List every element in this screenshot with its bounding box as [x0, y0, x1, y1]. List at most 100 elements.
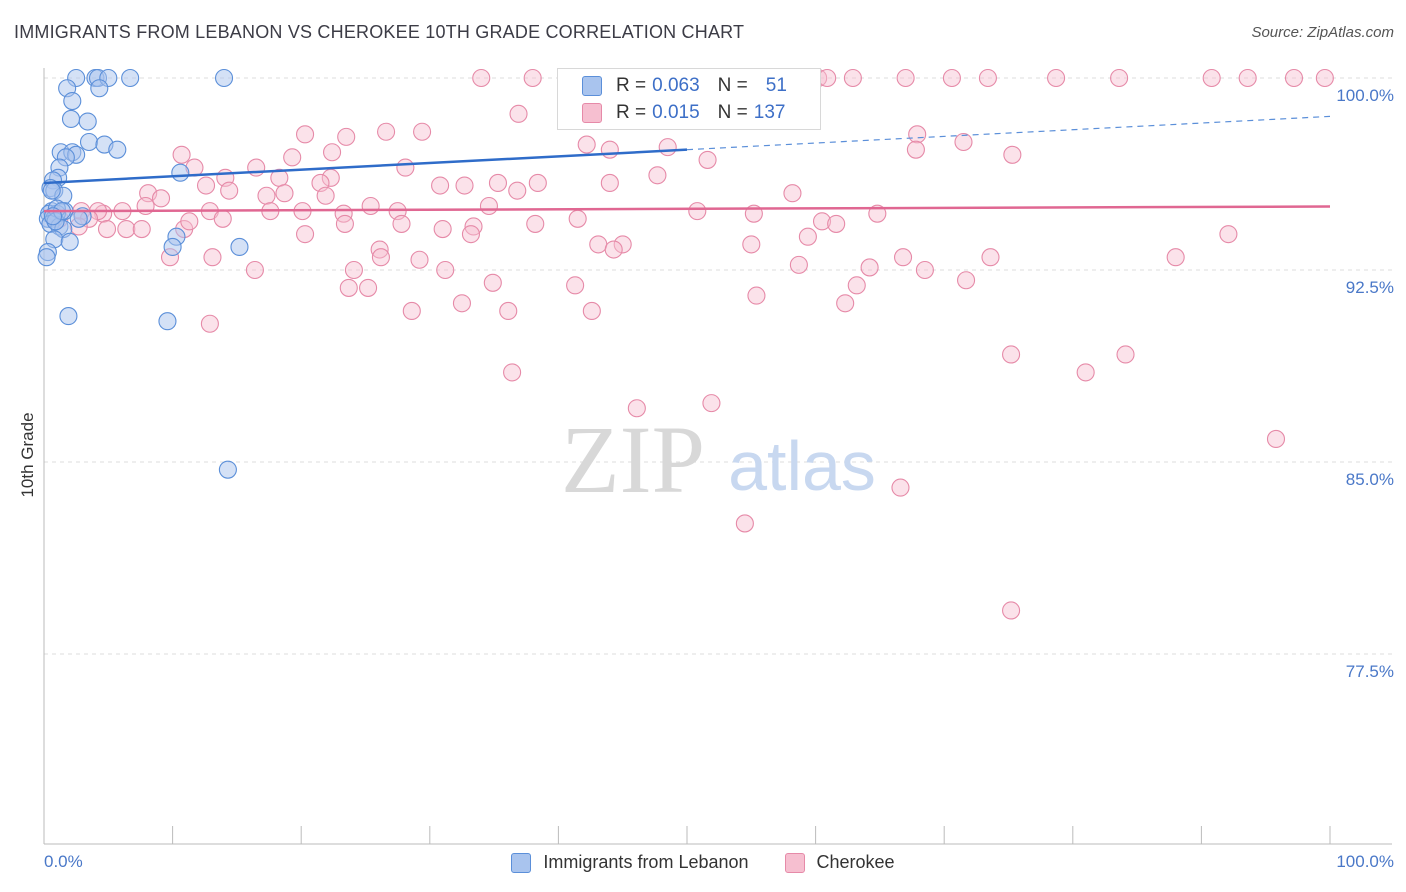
cherokee-point	[97, 219, 117, 239]
cherokee-point	[978, 68, 997, 88]
cherokee-point	[200, 314, 219, 333]
cherokee-point	[783, 184, 802, 203]
cherokee-point	[600, 173, 619, 193]
cherokee-point	[523, 68, 542, 88]
y-tick-label: 77.5%	[1345, 662, 1394, 681]
cherokee-point	[942, 68, 961, 88]
y-tick-label: 100.0%	[1336, 86, 1394, 105]
cherokee-point	[789, 255, 808, 274]
lebanon-point	[60, 232, 79, 251]
cherokee-point	[1003, 145, 1022, 164]
cherokee-point	[508, 181, 527, 200]
lebanon-point	[121, 68, 140, 88]
cherokee-point	[396, 158, 415, 177]
legend-swatch-blue	[582, 76, 602, 96]
cherokee-point	[203, 248, 222, 267]
cherokee-point	[94, 204, 113, 223]
cherokee-point	[283, 148, 302, 167]
y-tick-label: 85.0%	[1345, 470, 1394, 489]
cherokee-point	[896, 68, 915, 88]
cherokee-point	[370, 240, 389, 259]
cherokee-point	[220, 181, 239, 200]
cherokee-point	[600, 140, 619, 159]
lebanon-point	[90, 79, 109, 98]
legend-swatch-pink	[784, 852, 805, 873]
n-value: 137	[753, 102, 786, 123]
cherokee-point	[1047, 68, 1066, 88]
cherokee-point	[702, 394, 721, 413]
lebanon-point	[218, 460, 237, 479]
cherokee-point	[275, 184, 294, 203]
lebanon-point	[214, 68, 234, 88]
cherokee-point	[479, 196, 499, 216]
n-label: N =	[717, 102, 748, 123]
cherokee-point	[1266, 429, 1286, 449]
cherokee-point	[499, 301, 518, 321]
cherokee-point	[604, 240, 623, 259]
cherokee-point	[568, 209, 587, 228]
cherokee-point	[431, 176, 450, 195]
lebanon-point	[61, 109, 81, 129]
cherokee-point	[582, 301, 601, 321]
lebanon-point	[37, 248, 56, 267]
cherokee-point	[1284, 68, 1304, 88]
x-tick-label-max: 100.0%	[1336, 852, 1394, 871]
cherokee-point	[836, 294, 855, 313]
cherokee-point	[528, 173, 547, 193]
cherokee-point	[172, 145, 191, 164]
legend-label-cherokee: Cherokee	[816, 852, 895, 872]
lebanon-point	[78, 112, 97, 131]
cherokee-point	[577, 135, 596, 154]
cherokee-point	[337, 127, 356, 146]
lebanon-point	[108, 140, 127, 159]
lebanon-points	[37, 68, 249, 479]
cherokee-point	[436, 260, 455, 280]
cherokee-point	[413, 122, 432, 141]
cherokee-point	[151, 189, 171, 208]
cherokee-point	[245, 260, 264, 280]
lebanon-point	[158, 312, 177, 331]
cherokee-point	[296, 125, 315, 144]
stats-legend: R = 0.063 N = 51 R = 0.015 N = 137	[557, 68, 821, 130]
cherokee-point	[843, 68, 862, 88]
cherokee-point	[196, 176, 216, 195]
cherokee-point	[566, 276, 585, 295]
cherokee-point	[648, 166, 667, 185]
cherokee-point	[488, 173, 508, 193]
cherokee-point	[860, 258, 879, 277]
cherokee-point	[1315, 68, 1334, 88]
legend-swatch-pink	[582, 103, 602, 123]
x-tick-label-min: 0.0%	[44, 852, 83, 871]
cherokee-point	[433, 219, 452, 239]
legend-item-lebanon[interactable]: Immigrants from Lebanon	[511, 852, 749, 873]
cherokee-point	[698, 150, 717, 169]
cherokee-point	[818, 68, 837, 88]
cherokee-point	[827, 214, 846, 233]
n-label: N =	[717, 75, 748, 96]
cherokee-point	[316, 186, 335, 205]
source-label: Source: ZipAtlas.com	[1251, 24, 1394, 41]
r-label: R =	[616, 75, 647, 96]
cherokee-point	[658, 138, 677, 157]
r-value: 0.015	[652, 102, 700, 123]
cherokee-point	[1202, 68, 1221, 88]
watermark-atlas: atlas	[728, 427, 876, 505]
cherokee-point	[957, 271, 976, 290]
stats-row-cherokee: R = 0.015 N = 137	[582, 101, 791, 125]
r-label: R =	[616, 102, 647, 123]
cherokee-point	[452, 294, 472, 313]
legend-item-cherokee[interactable]: Cherokee	[784, 852, 895, 873]
cherokee-point	[742, 235, 761, 254]
lebanon-trend-extension	[686, 115, 1331, 151]
lebanon-point	[171, 163, 190, 182]
cherokee-point	[868, 204, 887, 223]
cherokee-point	[335, 214, 354, 233]
lebanon-point	[69, 209, 88, 228]
cherokee-point	[981, 248, 1000, 267]
cherokee-point	[1219, 225, 1238, 244]
cherokee-point	[371, 248, 390, 267]
cherokee-point	[627, 399, 646, 418]
cherokee-point	[392, 214, 411, 233]
cherokee-point	[296, 225, 315, 244]
